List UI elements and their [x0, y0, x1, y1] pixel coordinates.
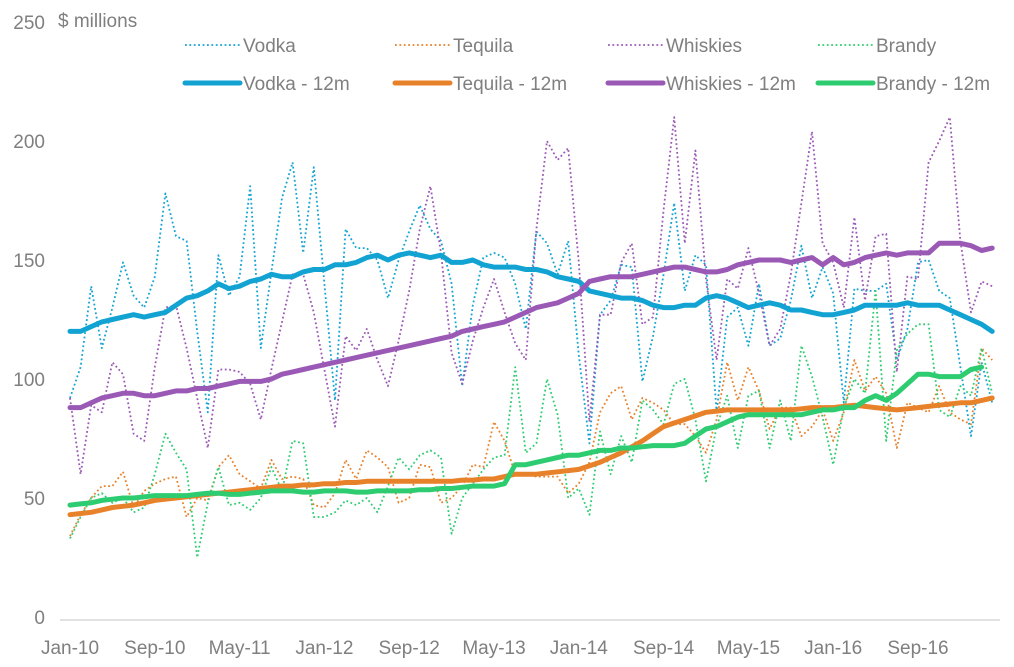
- rolling-12m-series: [67, 240, 995, 518]
- legend-label-brandy-12m: Brandy - 12m: [876, 74, 990, 95]
- x-tick-label: Sep-12: [379, 638, 440, 659]
- series-line-brandy-12m: [67, 364, 985, 508]
- x-tick-label: Sep-10: [124, 638, 185, 659]
- y-tick-label: 250: [13, 13, 45, 34]
- legend-label-whiskies: Whiskies: [666, 36, 742, 57]
- x-tick-label: Jan-12: [295, 638, 353, 659]
- legend-label-vodka-12m: Vodka - 12m: [243, 74, 350, 95]
- series-line-tequila-12m: [67, 395, 995, 518]
- x-tick-label: Jan-14: [550, 638, 609, 659]
- series-line-brandy: [69, 290, 994, 559]
- legend-label-brandy: Brandy: [876, 36, 937, 57]
- x-tick-label: Sep-14: [633, 638, 695, 659]
- series-line-vodka-12m: [67, 250, 995, 334]
- legend-label-vodka: Vodka: [243, 36, 296, 57]
- y-tick-label: 200: [13, 132, 45, 153]
- legend: Vodka Tequila Whiskies Brandy Vodka - 12m Teq…: [182, 36, 990, 95]
- series-line-whiskies: [69, 116, 993, 476]
- x-tick-label: Jan-16: [804, 638, 862, 659]
- series-line-tequila: [69, 347, 993, 537]
- y-tick-label: 50: [24, 489, 45, 510]
- y-tick-label: 100: [13, 370, 45, 391]
- y-tick-label: 150: [13, 251, 45, 272]
- legend-label-whiskies-12m: Whiskies - 12m: [666, 74, 796, 95]
- x-tick-label: Jan-10: [41, 638, 99, 659]
- y-axis-ticks: 0 50 100 150 200 250: [13, 13, 45, 629]
- y-axis-unit-label: $ millions: [58, 11, 137, 32]
- series-line-whiskies-12m: [67, 240, 995, 411]
- legend-label-tequila-12m: Tequila - 12m: [453, 74, 567, 95]
- x-tick-label: May-11: [209, 638, 271, 659]
- legend-label-tequila: Tequila: [453, 36, 514, 57]
- y-tick-label: 0: [34, 608, 45, 629]
- x-axis-ticks: Jan-10 Sep-10 May-11 Jan-12 Sep-12 May-13 Jan-…: [41, 638, 949, 659]
- x-tick-label: Sep-16: [887, 638, 948, 659]
- x-tick-label: May-15: [717, 638, 780, 659]
- x-tick-label: May-13: [462, 638, 525, 659]
